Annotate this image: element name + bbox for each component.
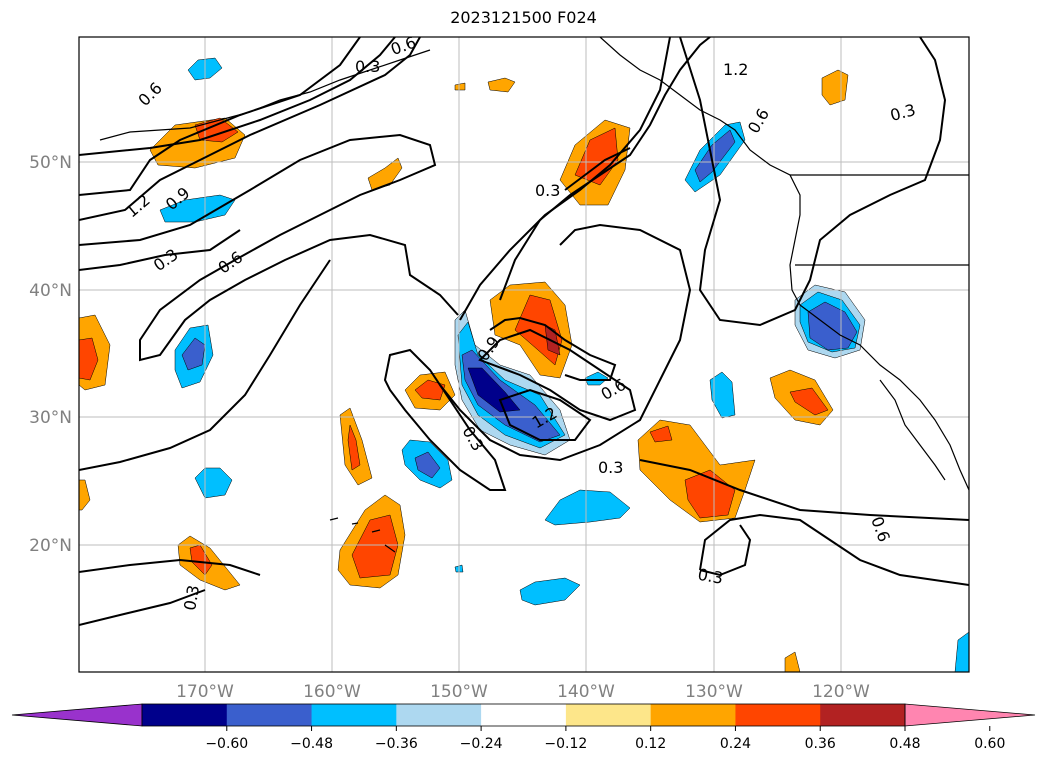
shading-patch	[694, 129, 736, 183]
shading-patch	[454, 82, 466, 91]
baja-california	[879, 379, 946, 481]
us-west-coast	[799, 304, 969, 491]
shading-patch	[467, 367, 521, 413]
colorbar-tick-label: 0.60	[974, 736, 1005, 752]
shading-patch	[544, 489, 631, 526]
latitude-labels: 50°N 40°N 30°N 20°N	[29, 153, 72, 556]
contour-label: 0.3	[598, 458, 623, 477]
lon-label: 120°W	[812, 682, 870, 702]
contour-label: 0.3	[355, 57, 380, 76]
colorbar-tick-label: 0.48	[889, 736, 920, 752]
contour-line	[79, 37, 361, 196]
contour-line	[79, 229, 241, 271]
contour-line	[679, 37, 947, 327]
colorbar-extension-low	[11, 703, 143, 727]
hawaii-islands	[329, 517, 396, 553]
contour-line	[79, 133, 459, 362]
contour-line	[498, 388, 592, 441]
alaska-coast	[599, 37, 801, 306]
colorbar-tick-label: −0.12	[544, 736, 587, 752]
colorbar-segment	[735, 704, 821, 726]
shading-patch	[79, 337, 99, 381]
contour-line	[79, 259, 331, 471]
lat-label: 30°N	[29, 408, 72, 428]
contour-line	[439, 223, 692, 462]
plot-frame	[78, 36, 970, 673]
contour-line	[699, 524, 752, 577]
shading-patch	[649, 425, 673, 443]
lon-label: 170°W	[176, 682, 234, 702]
colorbar-segment	[142, 704, 228, 726]
map-plot-area: 0.6 0.3 1.2 0.9 0.3 0.6 0.3 1.2 0.6 0.3 …	[79, 37, 969, 672]
shading-patch	[954, 631, 969, 672]
colorbar-segment	[565, 704, 652, 726]
contour-line	[478, 328, 637, 422]
colorbar-segment	[396, 704, 482, 726]
lat-label: 40°N	[29, 281, 72, 301]
shading-patch	[414, 379, 446, 401]
contour-label: 0.3	[535, 181, 560, 200]
shading-patch	[414, 451, 441, 479]
lon-label: 130°W	[685, 682, 743, 702]
lat-label: 50°N	[29, 153, 72, 173]
colorbar-tick-label: −0.60	[205, 736, 248, 752]
coastlines	[99, 37, 969, 553]
shading-patch	[159, 194, 236, 223]
colorbar-tick-label: −0.36	[375, 736, 418, 752]
shading-patch	[784, 651, 801, 672]
shading-patch	[519, 577, 581, 606]
contour-label: 0.3	[696, 565, 724, 588]
contour-line	[564, 147, 631, 191]
map-title: 2023121500 F024	[450, 8, 597, 27]
colorbar-tick-label: 0.24	[720, 736, 751, 752]
contour-line	[489, 316, 617, 381]
contour-label: 0.3	[180, 584, 203, 612]
contour-line	[459, 37, 671, 321]
shading-patch	[584, 371, 609, 386]
contour-line	[79, 37, 421, 221]
contour-line	[499, 37, 711, 301]
colorbar-segment	[311, 704, 397, 726]
contour-line	[79, 37, 396, 156]
contour-line	[639, 459, 969, 521]
contour-line	[699, 513, 969, 586]
colorbar-segment	[820, 704, 906, 726]
lon-label: 150°W	[430, 682, 488, 702]
colorbar-tick-label: −0.48	[290, 736, 333, 752]
colorbar-tick-label: 0.36	[805, 736, 836, 752]
colorbar-segment	[226, 704, 313, 726]
colorbar-frame	[141, 703, 906, 727]
shading-patch	[544, 324, 561, 356]
colorbar: −0.60 −0.48 −0.36 −0.24 −0.12 0.12 0.24 0.36 0.4…	[11, 703, 1036, 752]
shading-patch	[789, 387, 829, 416]
shading-patch	[709, 371, 736, 419]
colorbar-tick-label: −0.24	[460, 736, 503, 752]
shading-patch	[79, 479, 91, 511]
colorbar-segment	[650, 704, 736, 726]
contour-line	[383, 348, 507, 491]
shading-patch	[347, 424, 361, 471]
colorbar-tick-label: 0.12	[635, 736, 666, 752]
lon-label: 160°W	[303, 682, 361, 702]
shading-patch	[487, 77, 516, 93]
colorbar-extension-high	[904, 703, 1036, 727]
negative-anomaly-shading	[159, 57, 969, 672]
longitude-labels: 170°W 160°W 150°W 140°W 130°W 120°W	[176, 682, 870, 702]
lat-label: 20°N	[29, 536, 72, 556]
contour-line	[79, 558, 261, 576]
colorbar-segment	[481, 704, 567, 726]
contour-label: 1.2	[723, 60, 748, 79]
contour-line	[79, 589, 206, 626]
contour-lines	[79, 37, 969, 626]
graticule	[79, 37, 969, 672]
lon-label: 140°W	[557, 682, 615, 702]
shading-patch	[181, 337, 206, 371]
